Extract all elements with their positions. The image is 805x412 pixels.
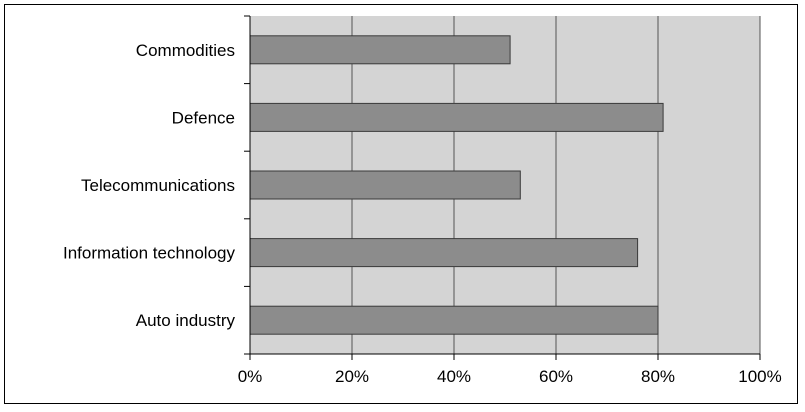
bar-defence (249, 102, 664, 132)
bar-auto-industry (249, 305, 659, 335)
x-tick-label: 60% (539, 367, 573, 386)
tick-labels: 0% 20% 40% 60% 80% 100% (238, 367, 782, 386)
x-tick-label: 40% (437, 367, 471, 386)
x-tick-label: 20% (335, 367, 369, 386)
axes (244, 15, 761, 360)
bar-telecommunications (249, 170, 521, 200)
category-label: Information technology (63, 244, 235, 263)
x-tick-label: 0% (238, 367, 263, 386)
x-tick-label: 80% (641, 367, 675, 386)
bars (249, 35, 664, 335)
category-label: Commodities (136, 41, 235, 60)
x-tick-label: 100% (738, 367, 781, 386)
bar-information-technology (249, 238, 639, 268)
category-label: Defence (172, 108, 235, 127)
category-label: Auto industry (136, 311, 236, 330)
category-labels: Commodities Defence Telecommunications Info… (63, 41, 235, 330)
bar-commodities (249, 35, 511, 65)
category-label: Telecommunications (81, 176, 235, 195)
